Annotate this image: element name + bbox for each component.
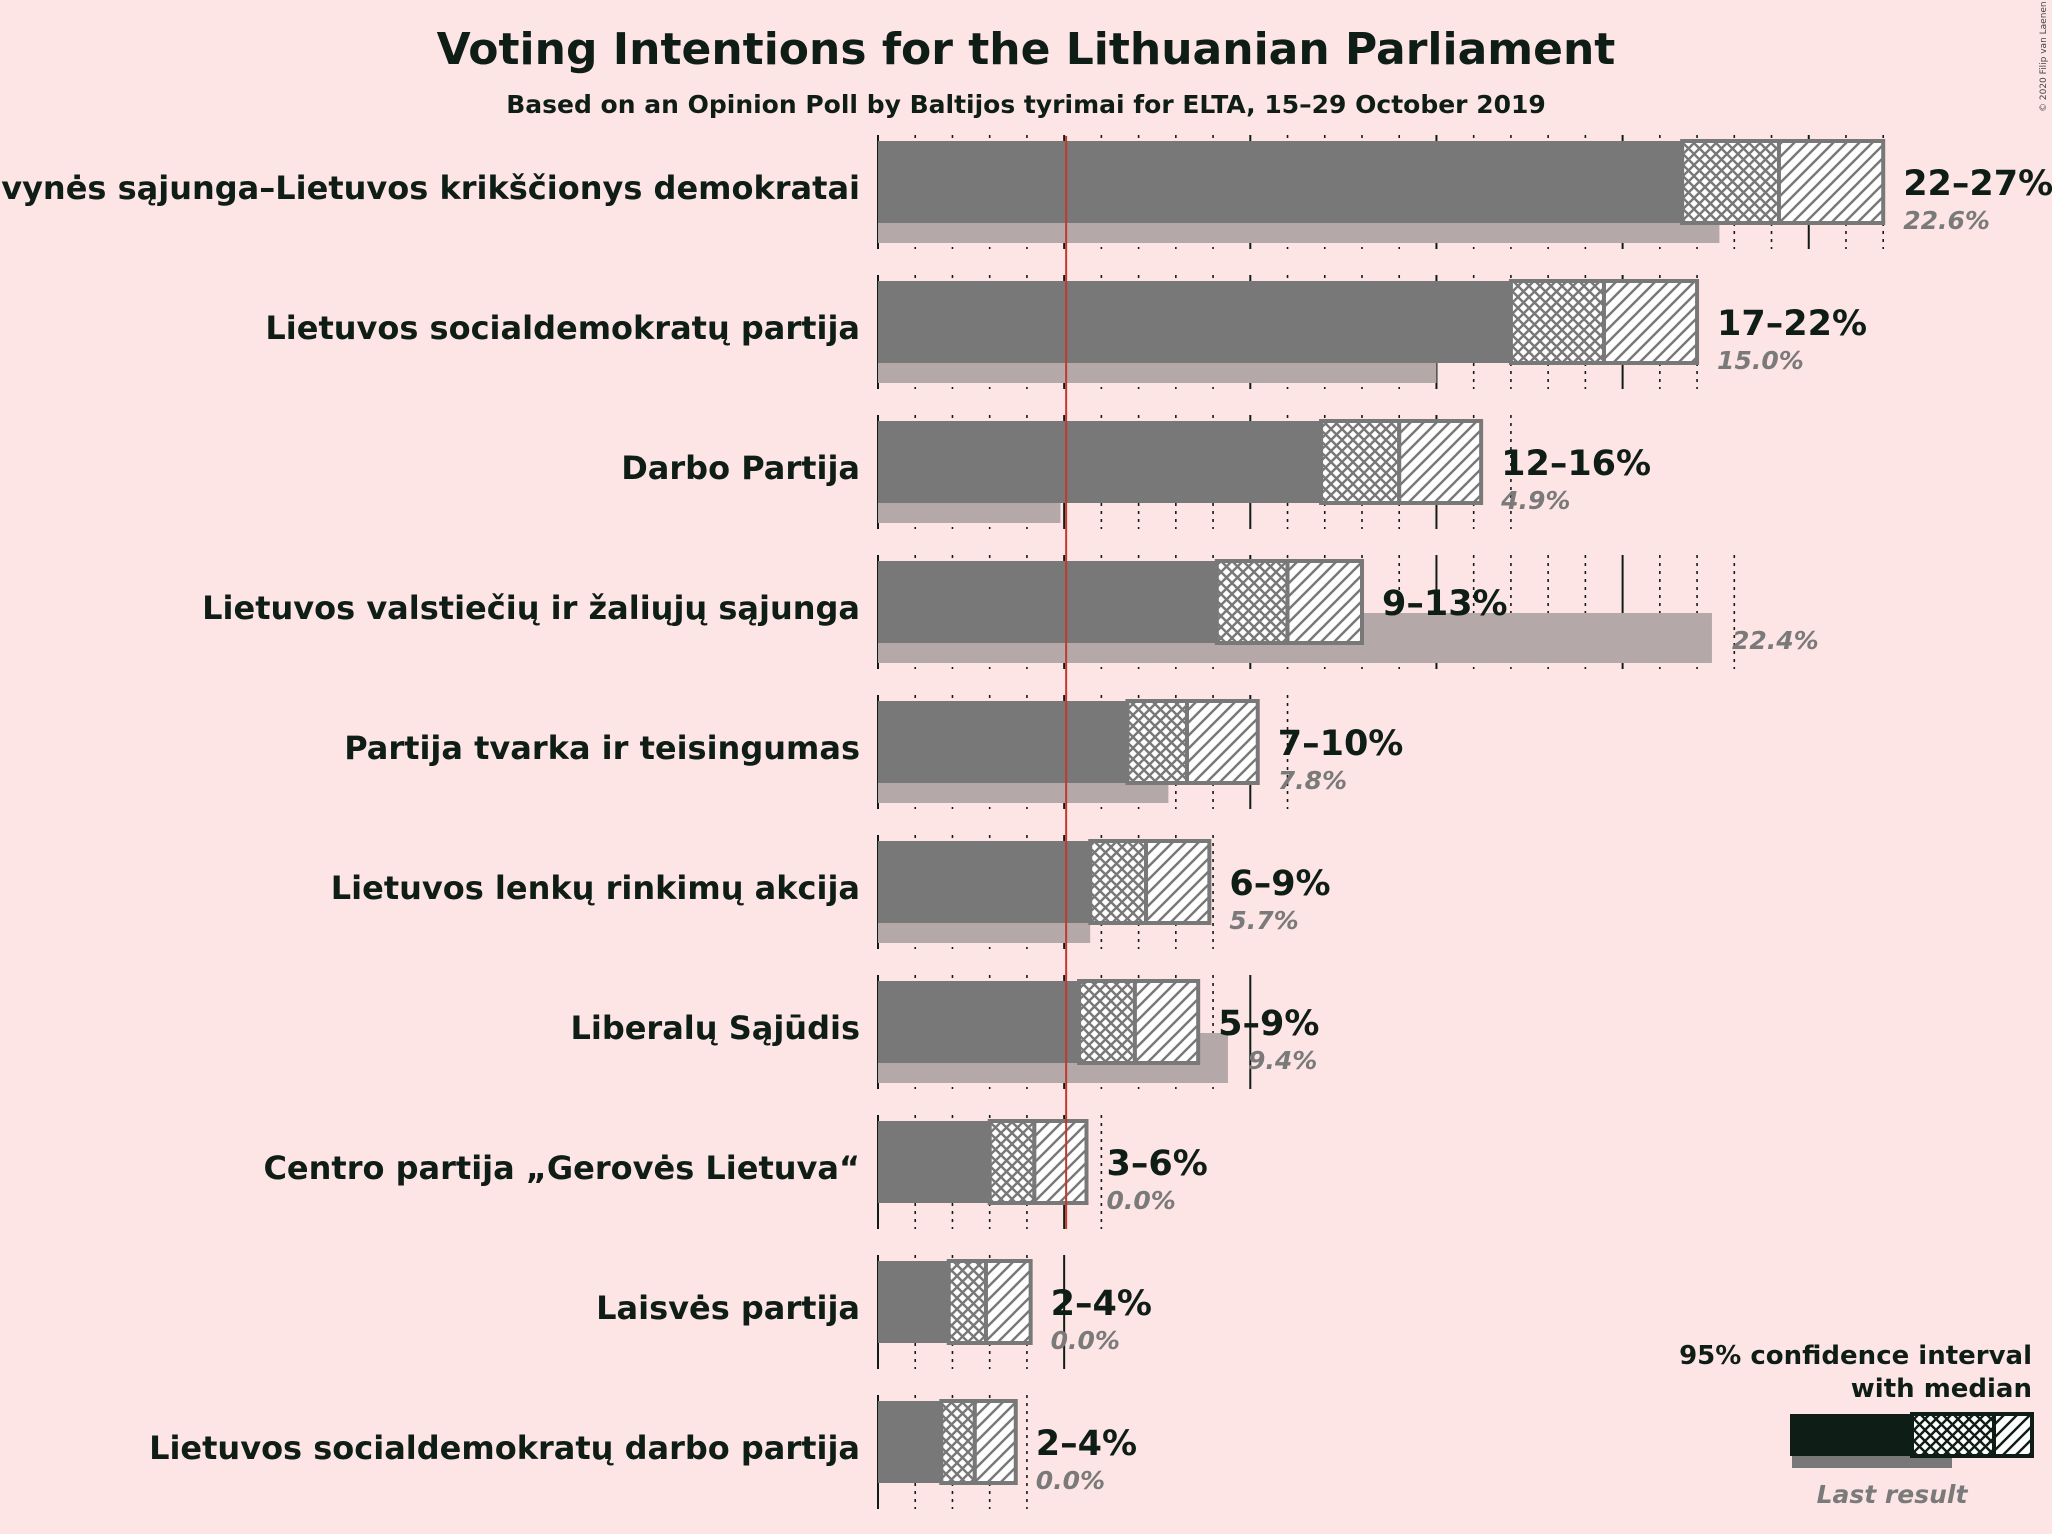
range-label: 9–13% <box>1382 584 1508 624</box>
range-label: 2–4% <box>1051 1284 1152 1324</box>
chart-subtitle: Based on an Opinion Poll by Baltijos tyr… <box>506 90 1546 119</box>
ci-upper-segment <box>1144 839 1212 925</box>
party-row: Partija tvarka ir teisingumas 7–10%7.8% <box>344 699 1404 803</box>
ci-upper-segment <box>1285 559 1364 645</box>
party-label: Tėvynės sąjunga–Lietuvos krikščionys dem… <box>0 169 860 207</box>
legend-title-line1: 95% confidence interval <box>1679 1341 2032 1371</box>
ci-lower-segment <box>1680 139 1781 225</box>
party-row: Liberalų Sąjūdis 5–9%9.4% <box>570 979 1319 1083</box>
ci-upper-segment <box>1132 979 1201 1065</box>
last-result-label: 5.7% <box>1229 906 1298 935</box>
range-label: 7–10% <box>1278 724 1404 764</box>
last-result-label: 9.4% <box>1248 1046 1317 1075</box>
last-result-label: 0.0% <box>1051 1326 1120 1355</box>
last-result-label: 0.0% <box>1106 1186 1175 1215</box>
legend-title-line2: with median <box>1851 1374 2032 1404</box>
legend: 95% confidence interval with median Last… <box>1679 1341 2034 1509</box>
ci-solid-bar <box>878 841 1091 923</box>
range-label: 17–22% <box>1717 304 1867 344</box>
ci-lower-segment <box>987 1119 1037 1205</box>
ci-solid-bar <box>878 561 1217 643</box>
last-result-label: 22.6% <box>1903 206 1990 235</box>
ci-lower-segment <box>946 1259 988 1345</box>
range-label: 6–9% <box>1229 864 1330 904</box>
ci-upper-segment <box>972 1399 1018 1485</box>
party-row: Darbo Partija 12–16%4.9% <box>621 419 1651 523</box>
party-row: Lietuvos lenkų rinkimų akcija 6–9%5.7% <box>331 839 1331 943</box>
last-result-label: 15.0% <box>1717 346 1804 375</box>
ci-lower-segment <box>1088 839 1149 925</box>
copyright-text: © 2020 Filip van Laenen <box>2039 1 2049 112</box>
last-result-label: 4.9% <box>1500 486 1570 515</box>
party-row: Lietuvos socialdemokratų darbo partija 2–… <box>149 1399 1137 1495</box>
ci-upper-segment <box>1032 1119 1089 1205</box>
party-label: Lietuvos socialdemokratų darbo partija <box>149 1429 860 1467</box>
last-result-label: 22.4% <box>1732 626 1819 655</box>
chart-title: Voting Intentions for the Lithuanian Par… <box>437 24 1616 75</box>
last-result-label: 0.0% <box>1036 1466 1105 1495</box>
range-label: 12–16% <box>1501 444 1651 484</box>
party-label: Lietuvos valstiečių ir žaliųjų sąjunga <box>202 589 860 627</box>
legend-last-result-label: Last result <box>1817 1480 1969 1509</box>
party-row: Lietuvos socialdemokratų partija 17–22%15… <box>265 279 1867 383</box>
legend-solid-bar <box>1790 1414 1912 1456</box>
ci-solid-bar <box>878 421 1322 503</box>
ci-upper-segment <box>1185 699 1260 785</box>
party-row: Laisvės partija 2–4%0.0% <box>596 1259 1152 1355</box>
ci-upper-segment <box>1776 139 1886 225</box>
ci-lower-segment <box>1319 419 1402 505</box>
party-row: Centro partija „Gerovės Lietuva“ 3–6%0.0% <box>263 1119 1208 1215</box>
ci-solid-bar <box>878 1121 990 1203</box>
ci-solid-bar <box>878 981 1080 1063</box>
ci-solid-bar <box>878 281 1511 363</box>
ci-lower-segment <box>1508 279 1606 365</box>
legend-hatch-segment <box>1992 1412 2034 1458</box>
range-label: 5–9% <box>1218 1004 1319 1044</box>
party-label: Liberalų Sąjūdis <box>570 1009 860 1047</box>
ci-solid-bar <box>878 1401 942 1483</box>
range-label: 3–6% <box>1106 1144 1207 1184</box>
legend-crosshatch-segment <box>1910 1412 1996 1458</box>
ci-lower-segment <box>1077 979 1137 1065</box>
last-result-label: 7.8% <box>1278 766 1347 795</box>
ci-upper-segment <box>983 1259 1033 1345</box>
range-label: 2–4% <box>1036 1424 1137 1464</box>
party-label: Centro partija „Gerovės Lietuva“ <box>263 1149 860 1187</box>
range-label: 22–27% <box>1903 164 2052 204</box>
party-row: Tėvynės sąjunga–Lietuvos krikščionys dem… <box>0 139 2052 243</box>
ci-upper-segment <box>1397 419 1484 505</box>
party-label: Darbo Partija <box>621 449 860 487</box>
party-row: Lietuvos valstiečių ir žaliųjų sąjunga 9–… <box>202 559 1819 663</box>
party-label: Laisvės partija <box>596 1289 860 1327</box>
ci-solid-bar <box>878 1261 949 1343</box>
ci-solid-bar <box>878 141 1683 223</box>
ci-lower-segment <box>1125 699 1190 785</box>
ci-upper-segment <box>1601 279 1700 365</box>
ci-lower-segment <box>1214 559 1290 645</box>
party-rows: Tėvynės sąjunga–Lietuvos krikščionys dem… <box>0 139 2052 1495</box>
ci-solid-bar <box>878 701 1128 783</box>
party-label: Partija tvarka ir teisingumas <box>344 729 860 767</box>
party-label: Lietuvos lenkų rinkimų akcija <box>331 869 860 907</box>
party-label: Lietuvos socialdemokratų partija <box>265 309 860 347</box>
ci-lower-segment <box>939 1399 977 1485</box>
